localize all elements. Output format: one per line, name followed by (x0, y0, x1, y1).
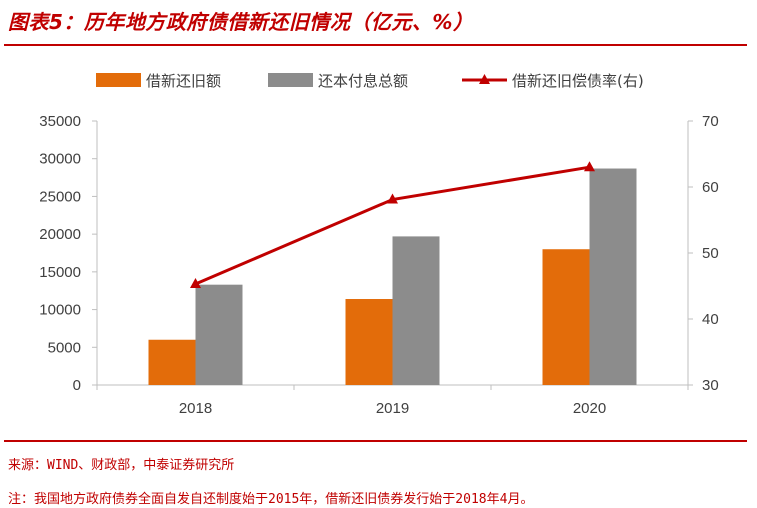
legend-ratio-label: 借新还旧偿债率(右) (512, 72, 644, 90)
chart-canvas: 借新还旧额 还本付息总额 借新还旧偿债率(右) 0 5000 10000 15000 200… (39, 72, 719, 417)
left-tick-label: 35000 (39, 113, 81, 130)
ratio-line (190, 161, 595, 289)
chart-title: 图表5：历年地方政府债借新还旧情况（亿元、%） (8, 10, 474, 34)
bar-jiexinhuanjiu (148, 339, 196, 385)
right-tick-label: 60 (702, 179, 719, 196)
bar-huanben-fuxi (589, 168, 637, 385)
legend-jiexinhuanjiu-label: 借新还旧额 (146, 72, 221, 90)
left-tick-label: 25000 (39, 188, 81, 205)
legend-jiexinhuanjiu-swatch (96, 73, 141, 87)
note-text: 注：我国地方政府债券全面自发自还制度始于2015年，借新还旧债券发行始于2018… (8, 492, 534, 507)
legend-huanben-fuxi-swatch (268, 73, 313, 87)
right-tick-label: 50 (702, 245, 719, 262)
left-tick-label: 15000 (39, 264, 81, 281)
footer-rule (4, 440, 747, 442)
bar-jiexinhuanjiu (542, 249, 590, 385)
legend: 借新还旧额 还本付息总额 借新还旧偿债率(右) (96, 72, 644, 90)
x-tick-label: 2019 (376, 400, 409, 417)
bars (148, 168, 637, 385)
left-tick-label: 5000 (48, 339, 81, 356)
left-tick-label: 20000 (39, 226, 81, 243)
right-tick-label: 30 (702, 377, 719, 394)
left-tick-label: 30000 (39, 151, 81, 168)
title-rule (4, 44, 747, 46)
x-tick-label: 2018 (179, 400, 212, 417)
right-tick-label: 40 (702, 311, 719, 328)
x-tick-label: 2020 (573, 400, 606, 417)
ratio-point-marker (584, 161, 595, 172)
ratio-point-marker (190, 278, 201, 289)
legend-huanben-fuxi-label: 还本付息总额 (318, 72, 408, 90)
bar-huanben-fuxi (195, 284, 243, 385)
legend-ratio-marker (479, 74, 490, 84)
source-text: 来源：WIND、财政部，中泰证券研究所 (8, 458, 235, 473)
ratio-point-marker (387, 193, 398, 204)
bar-huanben-fuxi (392, 236, 440, 385)
left-tick-label: 0 (73, 377, 81, 394)
left-tick-label: 10000 (39, 302, 81, 319)
bar-jiexinhuanjiu (345, 299, 393, 385)
right-tick-label: 70 (702, 113, 719, 130)
